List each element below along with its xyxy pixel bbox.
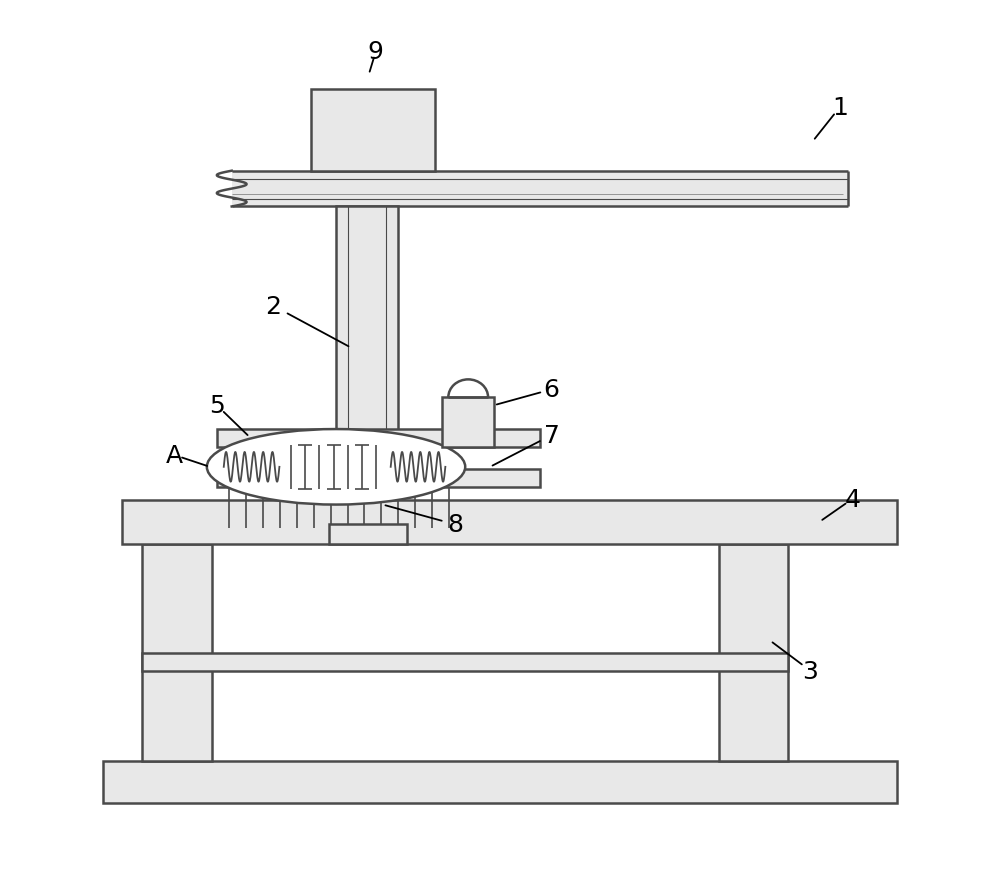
- FancyBboxPatch shape: [142, 652, 788, 671]
- FancyBboxPatch shape: [327, 432, 407, 445]
- Text: 4: 4: [845, 487, 861, 511]
- FancyBboxPatch shape: [719, 545, 788, 761]
- Text: 7: 7: [544, 424, 560, 447]
- Text: 2: 2: [265, 295, 281, 318]
- Text: A: A: [166, 444, 183, 467]
- FancyBboxPatch shape: [217, 430, 540, 447]
- FancyBboxPatch shape: [142, 545, 212, 761]
- Text: 9: 9: [368, 40, 384, 64]
- Text: 1: 1: [832, 96, 848, 120]
- FancyBboxPatch shape: [217, 469, 540, 487]
- FancyBboxPatch shape: [103, 761, 897, 802]
- Text: 5: 5: [209, 394, 225, 417]
- FancyBboxPatch shape: [311, 90, 435, 172]
- FancyBboxPatch shape: [232, 172, 848, 207]
- Text: 3: 3: [802, 659, 818, 682]
- FancyBboxPatch shape: [122, 500, 897, 545]
- FancyBboxPatch shape: [336, 207, 398, 432]
- Text: 6: 6: [544, 378, 560, 402]
- Text: 8: 8: [447, 513, 463, 537]
- FancyBboxPatch shape: [329, 524, 407, 545]
- FancyBboxPatch shape: [442, 398, 494, 447]
- Ellipse shape: [207, 430, 465, 505]
